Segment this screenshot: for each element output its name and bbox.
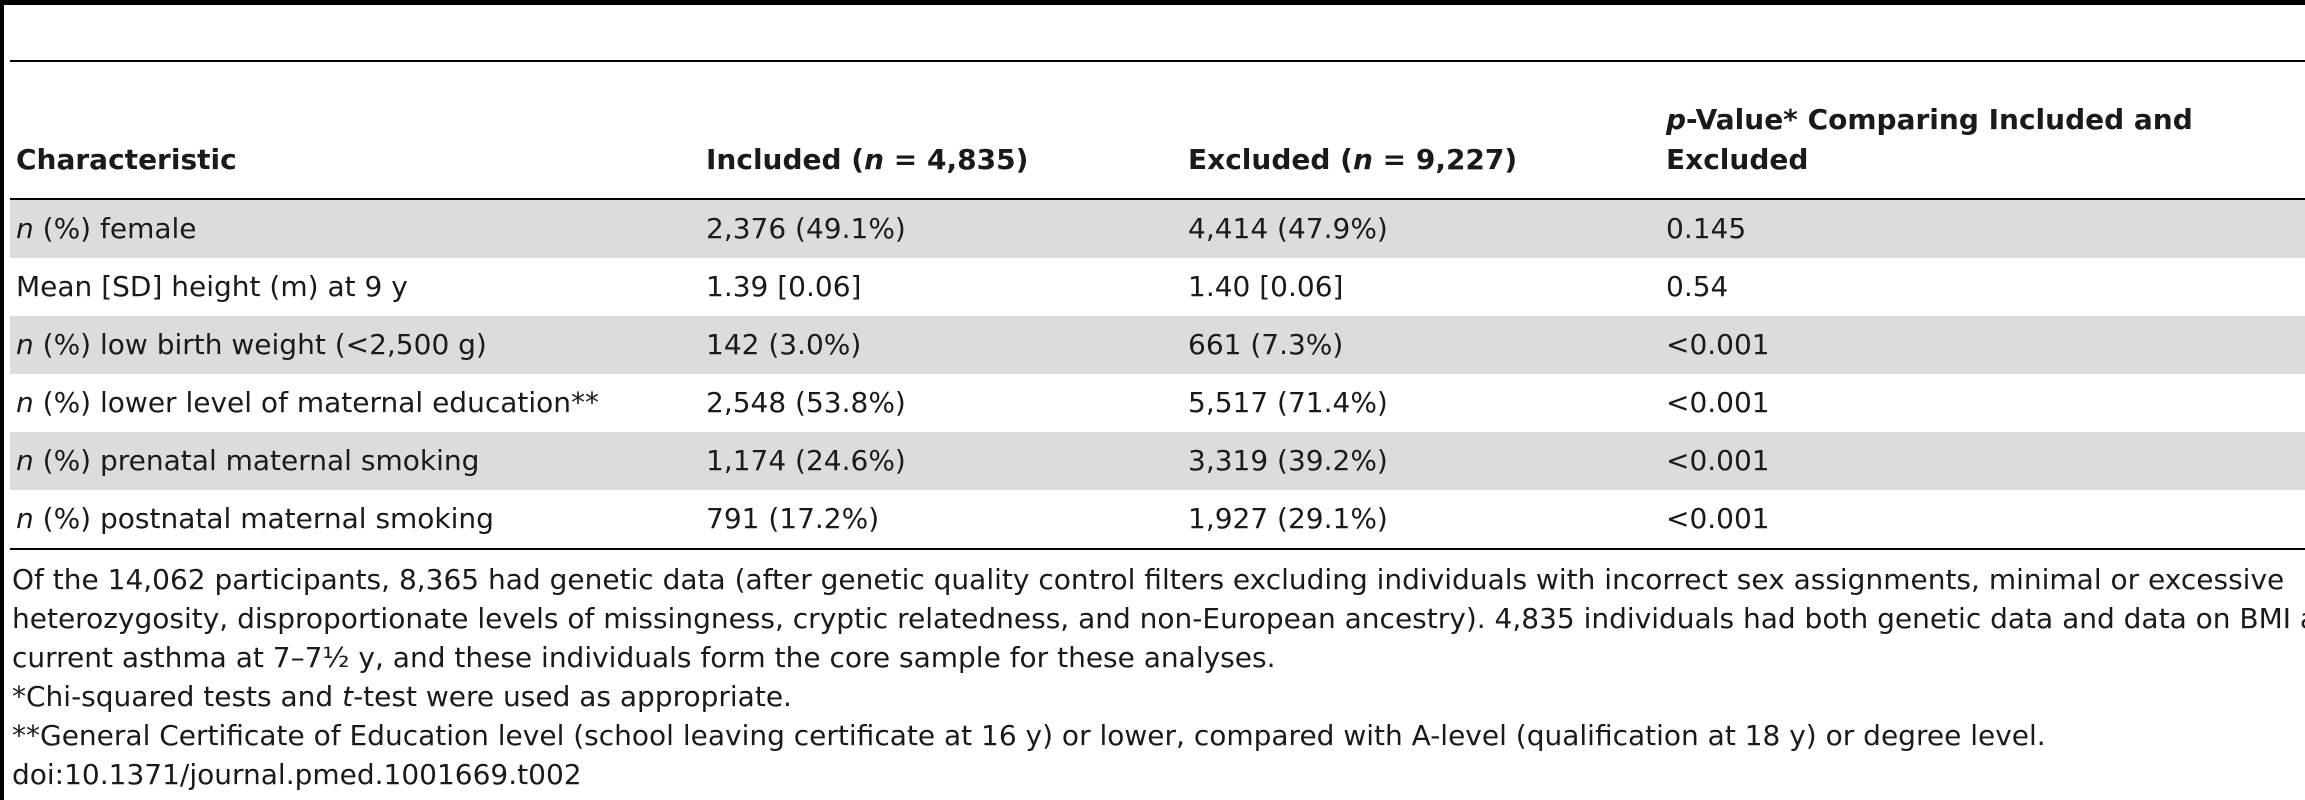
cell-pvalue: <0.001 bbox=[1666, 502, 1770, 535]
cell-excluded: 4,414 (47.9%) bbox=[1182, 199, 1660, 258]
table-row: n (%) lower level of maternal education*… bbox=[10, 374, 2305, 432]
cell-characteristic: n (%) female bbox=[10, 199, 700, 258]
cell-pvalue: 0.54 bbox=[1666, 270, 1729, 303]
cell-pvalue: <0.001 bbox=[1660, 432, 2305, 490]
header-included: Included (n = 4,835) bbox=[706, 143, 1029, 176]
doi-text: doi:10.1371/journal.pmed.1001669.t002 bbox=[12, 758, 582, 791]
table-row: n (%) prenatal maternal smoking 1,174 (2… bbox=[10, 432, 2305, 490]
cell-pvalue: 0.145 bbox=[1660, 199, 2305, 258]
footnote-sample-line-2: heterozygosity, disproportionate levels … bbox=[12, 602, 2305, 635]
footnote-tests: *Chi-squared tests and t-test were used … bbox=[12, 680, 792, 713]
table-row: n (%) female 2,376 (49.1%) 4,414 (47.9%)… bbox=[10, 199, 2305, 258]
table-row: n (%) low birth weight (<2,500 g) 142 (3… bbox=[10, 316, 2305, 374]
cell-included: 1.39 [0.06] bbox=[706, 270, 862, 303]
table-footnotes: Of the 14,062 participants, 8,365 had ge… bbox=[12, 560, 2305, 794]
cell-characteristic: Mean [SD] height (m) at 9 y bbox=[16, 270, 408, 303]
header-pvalue: p-Value* Comparing Included and Excluded bbox=[1666, 103, 2193, 176]
header-excluded: Excluded (n = 9,227) bbox=[1188, 143, 1518, 176]
cell-excluded: 3,319 (39.2%) bbox=[1182, 432, 1660, 490]
cell-excluded: 1,927 (29.1%) bbox=[1188, 502, 1388, 535]
cell-characteristic: n (%) low birth weight (<2,500 g) bbox=[10, 316, 700, 374]
cell-included: 1,174 (24.6%) bbox=[700, 432, 1182, 490]
header-row: Characteristic Included (n = 4,835) Excl… bbox=[10, 61, 2305, 199]
cell-characteristic: n (%) prenatal maternal smoking bbox=[10, 432, 700, 490]
top-rule bbox=[0, 0, 2305, 5]
footnote-sample-line-3: current asthma at 7–7½ y, and these indi… bbox=[12, 641, 1276, 674]
characteristics-table: Characteristic Included (n = 4,835) Excl… bbox=[10, 60, 2305, 550]
cell-characteristic: n (%) lower level of maternal education*… bbox=[16, 386, 599, 419]
cell-pvalue: <0.001 bbox=[1660, 316, 2305, 374]
cell-included: 791 (17.2%) bbox=[706, 502, 880, 535]
cell-included: 2,376 (49.1%) bbox=[700, 199, 1182, 258]
footnote-sample-line-1: Of the 14,062 participants, 8,365 had ge… bbox=[12, 563, 2285, 596]
left-rule bbox=[0, 0, 4, 800]
cell-excluded: 1.40 [0.06] bbox=[1188, 270, 1344, 303]
cell-excluded: 5,517 (71.4%) bbox=[1188, 386, 1388, 419]
cell-characteristic: n (%) postnatal maternal smoking bbox=[16, 502, 494, 535]
cell-included: 142 (3.0%) bbox=[700, 316, 1182, 374]
cell-excluded: 661 (7.3%) bbox=[1182, 316, 1660, 374]
cell-included: 2,548 (53.8%) bbox=[706, 386, 906, 419]
table-row: Mean [SD] height (m) at 9 y 1.39 [0.06] … bbox=[10, 258, 2305, 316]
header-characteristic: Characteristic bbox=[16, 143, 237, 176]
table-row: n (%) postnatal maternal smoking 791 (17… bbox=[10, 490, 2305, 549]
cell-pvalue: <0.001 bbox=[1666, 386, 1770, 419]
footnote-education: **General Certificate of Education level… bbox=[12, 719, 2046, 752]
